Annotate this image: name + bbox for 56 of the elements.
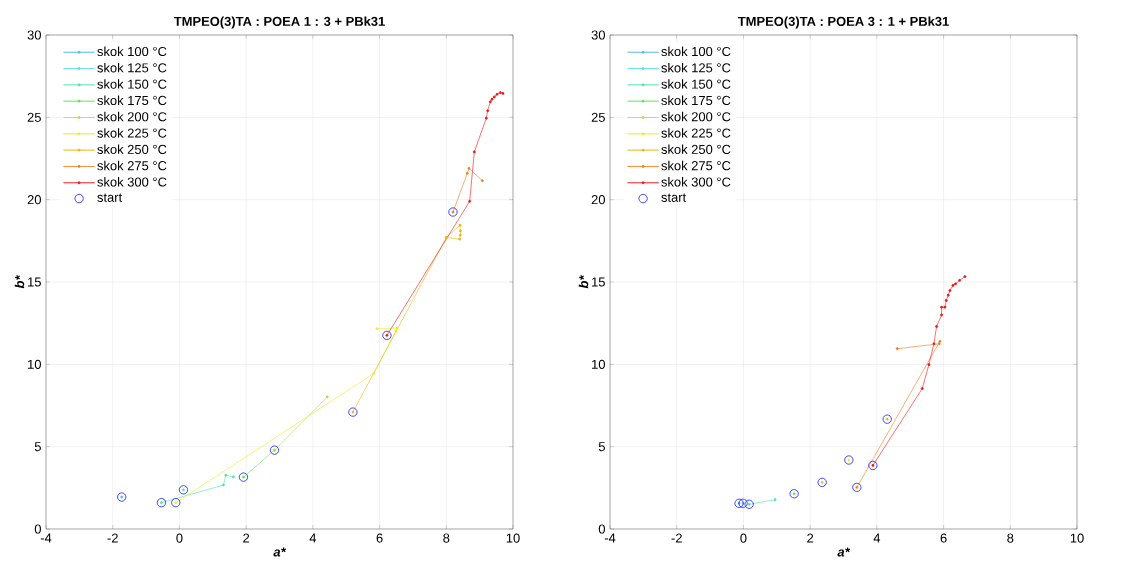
x-tick-label: 10 bbox=[506, 533, 520, 543]
y-tick-label: 5 bbox=[34, 442, 41, 452]
y-tick-label: 15 bbox=[28, 277, 41, 287]
y-tick-label: 30 bbox=[591, 30, 605, 40]
x-tick-label: 0 bbox=[740, 533, 747, 543]
x-axis-title: a* bbox=[837, 547, 851, 557]
x-tick-label: 4 bbox=[309, 533, 317, 543]
y-axis-title: b* bbox=[578, 275, 589, 289]
legend-label: skok 175 °C bbox=[661, 95, 731, 106]
legend-label: skok 300 °C bbox=[661, 177, 731, 187]
legend-label: skok 225 °C bbox=[97, 128, 167, 138]
x-tick-label: -2 bbox=[671, 533, 682, 543]
y-tick-label: 0 bbox=[34, 524, 41, 534]
y-tick-label: 25 bbox=[27, 112, 41, 122]
y-tick-label: 5 bbox=[598, 442, 605, 452]
y-tick-label: 20 bbox=[591, 195, 605, 205]
legend-label: start bbox=[97, 193, 123, 202]
y-tick-label: 0 bbox=[598, 524, 605, 534]
legend-label: skok 200 °C bbox=[661, 111, 731, 122]
legend-label: skok 150 °C bbox=[661, 79, 731, 89]
y-tick-label: 20 bbox=[27, 195, 41, 205]
legend-label: start bbox=[661, 193, 687, 202]
legend-label: skok 125 °C bbox=[661, 62, 731, 73]
x-tick-label: 8 bbox=[443, 533, 450, 543]
x-tick-label: 0 bbox=[176, 533, 183, 543]
x-tick-label: -2 bbox=[107, 533, 118, 543]
y-tick-label: 10 bbox=[28, 359, 41, 369]
legend-label: skok 125 °C bbox=[97, 62, 167, 73]
legend-label: skok 200 °C bbox=[97, 111, 167, 122]
y-axis-title: b* bbox=[14, 275, 25, 289]
x-tick-label: 6 bbox=[376, 533, 383, 543]
x-axis-title: a* bbox=[273, 547, 287, 557]
legend-label: skok 300 °C bbox=[97, 177, 167, 187]
chart-title: TMPEO(3)TA : POEA 1 : 3 + PBk31 bbox=[173, 16, 385, 29]
x-tick-label: 4 bbox=[873, 533, 881, 543]
legend-label: skok 275 °C bbox=[661, 160, 731, 171]
x-tick-label: -4 bbox=[604, 533, 616, 543]
x-tick-label: 10 bbox=[1070, 533, 1084, 543]
legend-label: skok 275 °C bbox=[97, 160, 167, 171]
y-tick-label: 15 bbox=[592, 277, 605, 287]
y-tick-label: 25 bbox=[591, 112, 605, 122]
legend-label: skok 100 °C bbox=[661, 46, 731, 57]
x-tick-label: 6 bbox=[940, 533, 947, 543]
legend-label: skok 250 °C bbox=[97, 144, 167, 154]
legend-label: skok 150 °C bbox=[97, 79, 167, 89]
chart-title: TMPEO(3)TA : POEA 3 : 1 + PBk31 bbox=[737, 16, 949, 29]
x-tick-label: -4 bbox=[40, 533, 52, 543]
legend-label: skok 175 °C bbox=[97, 95, 167, 106]
legend-label: skok 225 °C bbox=[661, 128, 731, 138]
legend-label: skok 100 °C bbox=[97, 46, 167, 57]
legend-label: skok 250 °C bbox=[661, 144, 731, 154]
x-tick-label: 8 bbox=[1007, 533, 1014, 543]
x-tick-label: 2 bbox=[807, 533, 814, 543]
x-tick-label: 2 bbox=[243, 533, 250, 543]
y-tick-label: 10 bbox=[592, 359, 605, 369]
y-tick-label: 30 bbox=[27, 30, 41, 40]
